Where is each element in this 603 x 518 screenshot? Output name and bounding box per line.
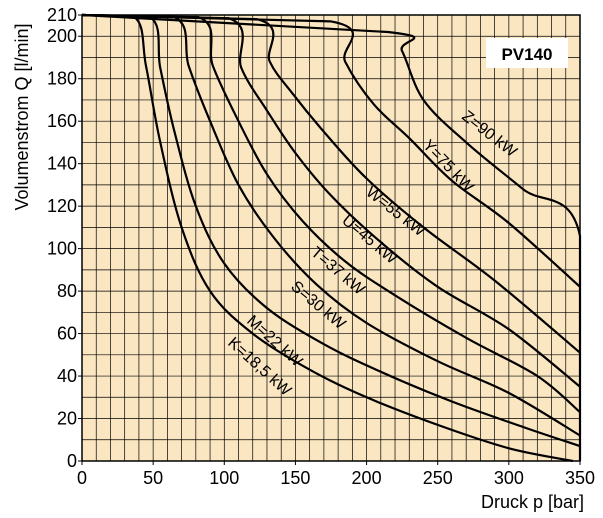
y-tick-label: 20 — [57, 409, 77, 429]
y-tick-label: 60 — [57, 324, 77, 344]
y-tick-label: 180 — [47, 69, 77, 89]
power-curve-line — [81, 13, 581, 388]
y-tick-label: 0 — [67, 451, 77, 471]
y-tick-label: 120 — [47, 196, 77, 216]
y-axis-title: Volumenstrom Q [l/min] — [12, 23, 32, 210]
y-tick-label: 210 — [47, 5, 77, 25]
x-tick-label: 100 — [209, 468, 239, 488]
plot-background — [82, 15, 580, 461]
power-curve-line — [81, 13, 581, 288]
power-curve-line — [81, 13, 581, 448]
power-curve-line — [81, 13, 581, 437]
plot-frame — [81, 14, 581, 462]
y-tick-label: 100 — [47, 239, 77, 259]
x-tick-label: 200 — [352, 468, 382, 488]
x-tick-label: 150 — [280, 468, 310, 488]
power-curve-line — [81, 13, 574, 463]
pump-badge-text: PV140 — [501, 45, 552, 64]
x-tick-label: 50 — [143, 468, 163, 488]
power-curve-line — [81, 13, 581, 354]
power-curve-line — [81, 13, 582, 461]
x-tick-label: 300 — [494, 468, 524, 488]
power-curves — [81, 13, 582, 463]
y-tick-label: 160 — [47, 111, 77, 131]
y-tick-label: 40 — [57, 366, 77, 386]
x-tick-label: 350 — [565, 468, 595, 488]
pump-badge-box — [486, 38, 568, 68]
power-curve-line — [81, 13, 581, 414]
pump-badge: PV140 — [486, 38, 568, 68]
y-tick-label: 140 — [47, 154, 77, 174]
y-tick-label: 200 — [47, 26, 77, 46]
axis-ticks: 0 50 100 150 200 250 300 350 0 20 40 60 80 100 120 140 1… — [47, 5, 595, 488]
x-tick-label: 0 — [77, 468, 87, 488]
y-tick-label: 80 — [57, 281, 77, 301]
x-axis-title: Druck p [bar] — [481, 492, 584, 512]
x-tick-label: 250 — [423, 468, 453, 488]
